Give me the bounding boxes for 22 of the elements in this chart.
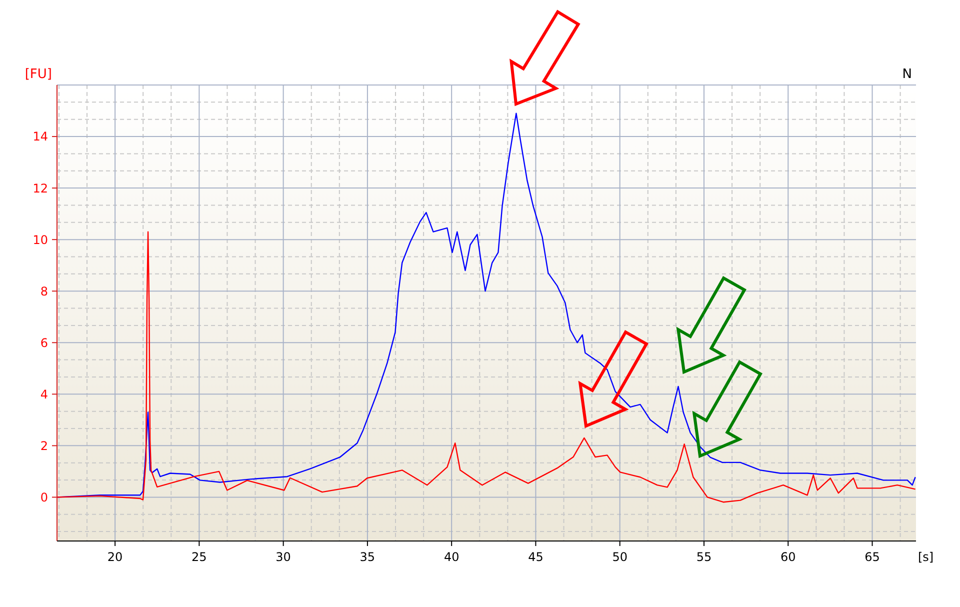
y-tick-label: 0 (40, 490, 48, 504)
y-tick-label: 14 (32, 130, 48, 144)
x-tick-label: 25 (192, 550, 207, 564)
x-tick-label: 20 (107, 550, 123, 564)
y-tick-label: 4 (40, 387, 48, 402)
y-tick-label: 12 (32, 181, 48, 196)
x-tick-label: 65 (864, 550, 880, 564)
x-tick-label: 50 (612, 550, 628, 564)
x-tick-label: 60 (780, 550, 796, 564)
y-tick-label: 6 (40, 336, 48, 350)
x-tick-label: 40 (444, 550, 460, 564)
y-tick-label: 8 (40, 284, 48, 298)
x-tick-label: 35 (360, 550, 376, 564)
y-axis-title: [FU] (24, 67, 52, 82)
x-tick-label: 55 (696, 550, 712, 564)
x-tick-label: 30 (276, 550, 291, 564)
x-axis-title: [s] (918, 550, 934, 564)
x-tick-label: 45 (528, 550, 544, 564)
text: N (902, 67, 912, 82)
line-series (57, 231, 916, 503)
y-tick-label: 2 (40, 438, 48, 453)
y-tick-label: 10 (32, 232, 48, 247)
